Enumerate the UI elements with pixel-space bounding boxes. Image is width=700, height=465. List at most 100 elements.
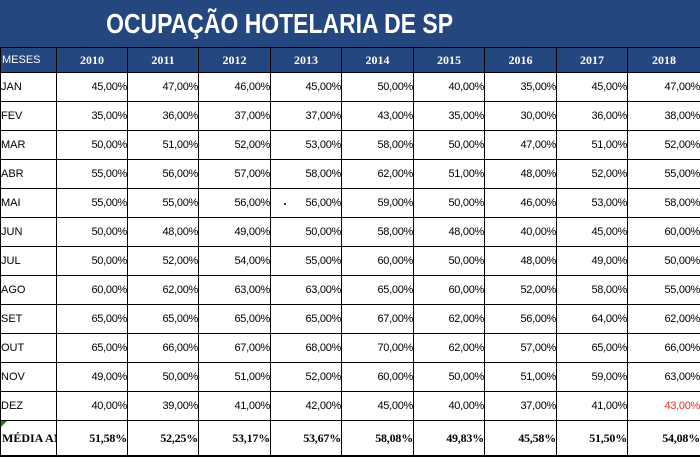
value-cell[interactable]: 62,00% — [627, 304, 700, 334]
value-cell[interactable]: 58,00% — [341, 130, 414, 160]
value-cell[interactable]: 67,00% — [341, 304, 414, 334]
value-cell[interactable]: 45,00% — [270, 72, 342, 102]
value-cell[interactable]: 52,00% — [556, 159, 628, 189]
value-cell[interactable]: 62,00% — [341, 159, 414, 189]
month-cell[interactable]: JUN — [0, 217, 57, 247]
value-cell[interactable]: 52,00% — [484, 275, 557, 305]
value-cell[interactable]: 50,00% — [56, 217, 128, 247]
value-cell[interactable]: 37,00% — [270, 101, 342, 131]
value-cell[interactable]: 65,00% — [127, 304, 199, 334]
value-cell[interactable]: 52,00% — [127, 246, 199, 276]
value-cell[interactable]: 51,00% — [127, 130, 199, 160]
value-cell[interactable]: 55,00% — [627, 275, 700, 305]
value-cell[interactable]: 65,00% — [270, 304, 342, 334]
value-cell[interactable]: 59,00% — [341, 188, 414, 218]
value-cell[interactable]: 52,00% — [198, 130, 271, 160]
value-cell[interactable]: 48,00% — [413, 217, 485, 247]
value-cell[interactable]: 68,00% — [270, 333, 342, 363]
month-cell[interactable]: DEZ — [0, 391, 57, 421]
value-cell[interactable]: 55,00% — [56, 188, 128, 218]
month-cell[interactable]: FEV — [0, 101, 57, 131]
header-year[interactable]: 2017 — [556, 47, 628, 73]
value-cell[interactable]: 43,00% — [627, 391, 700, 421]
value-cell[interactable]: 35,00% — [413, 101, 485, 131]
value-cell[interactable]: 36,00% — [556, 101, 628, 131]
value-cell[interactable]: 65,00% — [341, 275, 414, 305]
value-cell[interactable]: 55,00% — [270, 246, 342, 276]
average-value-cell[interactable]: 53,17% — [198, 420, 271, 457]
value-cell[interactable]: 45,00% — [56, 72, 128, 102]
value-cell[interactable]: 50,00% — [627, 246, 700, 276]
value-cell[interactable]: 52,00% — [270, 362, 342, 392]
value-cell[interactable]: 58,00% — [627, 188, 700, 218]
value-cell[interactable]: 55,00% — [56, 159, 128, 189]
value-cell[interactable]: 41,00% — [198, 391, 271, 421]
header-months[interactable]: MESES — [0, 47, 57, 73]
header-year[interactable]: 2015 — [413, 47, 485, 73]
value-cell[interactable]: 60,00% — [627, 217, 700, 247]
value-cell[interactable]: 36,00% — [127, 101, 199, 131]
month-cell[interactable]: NOV — [0, 362, 57, 392]
value-cell[interactable]: 62,00% — [413, 304, 485, 334]
value-cell[interactable]: 39,00% — [127, 391, 199, 421]
value-cell[interactable]: 40,00% — [413, 72, 485, 102]
value-cell[interactable]: 48,00% — [127, 217, 199, 247]
value-cell[interactable]: 58,00% — [556, 275, 628, 305]
value-cell[interactable]: 60,00% — [413, 275, 485, 305]
value-cell[interactable]: 60,00% — [56, 275, 128, 305]
value-cell[interactable]: 50,00% — [413, 188, 485, 218]
month-cell[interactable]: MAI — [0, 188, 57, 218]
value-cell[interactable]: 43,00% — [341, 101, 414, 131]
value-cell[interactable]: 48,00% — [484, 246, 557, 276]
value-cell[interactable]: 58,00% — [270, 159, 342, 189]
value-cell[interactable]: 49,00% — [556, 246, 628, 276]
value-cell[interactable]: 51,00% — [556, 130, 628, 160]
average-value-cell[interactable]: 54,08% — [627, 420, 700, 457]
value-cell[interactable]: 60,00% — [341, 362, 414, 392]
month-cell[interactable]: MAR — [0, 130, 57, 160]
value-cell[interactable]: 37,00% — [198, 101, 271, 131]
value-cell[interactable]: 40,00% — [413, 391, 485, 421]
value-cell[interactable]: 47,00% — [127, 72, 199, 102]
value-cell[interactable]: 57,00% — [198, 159, 271, 189]
value-cell[interactable]: 50,00% — [341, 72, 414, 102]
header-year[interactable]: 2018 — [627, 47, 700, 73]
value-cell[interactable]: 62,00% — [127, 275, 199, 305]
header-year[interactable]: 2012 — [198, 47, 271, 73]
value-cell[interactable]: 50,00% — [56, 130, 128, 160]
value-cell[interactable]: 50,00% — [127, 362, 199, 392]
value-cell[interactable]: 46,00% — [198, 72, 271, 102]
value-cell[interactable]: 42,00% — [270, 391, 342, 421]
value-cell[interactable]: 62,00% — [413, 333, 485, 363]
header-year[interactable]: 2010 — [56, 47, 128, 73]
average-value-cell[interactable]: 51,58% — [56, 420, 128, 457]
value-cell[interactable]: 40,00% — [484, 217, 557, 247]
value-cell[interactable]: 54,00% — [198, 246, 271, 276]
month-cell[interactable]: ABR — [0, 159, 57, 189]
value-cell[interactable]: 56,00% — [127, 159, 199, 189]
value-cell[interactable]: 48,00% — [484, 159, 557, 189]
value-cell[interactable]: 45,00% — [556, 72, 628, 102]
value-cell[interactable]: 51,00% — [484, 362, 557, 392]
value-cell[interactable]: 56,00% — [484, 304, 557, 334]
month-cell[interactable]: JUL — [0, 246, 57, 276]
value-cell[interactable]: 40,00% — [56, 391, 128, 421]
value-cell[interactable]: 55,00% — [127, 188, 199, 218]
value-cell[interactable]: 64,00% — [556, 304, 628, 334]
value-cell[interactable]: 53,00% — [556, 188, 628, 218]
average-value-cell[interactable]: 52,25% — [127, 420, 199, 457]
header-year[interactable]: 2013 — [270, 47, 342, 73]
value-cell[interactable]: 41,00% — [556, 391, 628, 421]
value-cell[interactable]: 56,00% — [198, 188, 271, 218]
value-cell[interactable]: 50,00% — [270, 217, 342, 247]
value-cell[interactable]: 66,00% — [627, 333, 700, 363]
value-cell[interactable]: 30,00% — [484, 101, 557, 131]
header-year[interactable]: 2011 — [127, 47, 199, 73]
value-cell[interactable]: 66,00% — [127, 333, 199, 363]
header-year[interactable]: 2014 — [341, 47, 414, 73]
value-cell[interactable]: 37,00% — [484, 391, 557, 421]
value-cell[interactable]: 50,00% — [413, 130, 485, 160]
value-cell[interactable]: 63,00% — [627, 362, 700, 392]
value-cell[interactable]: 65,00% — [56, 333, 128, 363]
value-cell[interactable]: 47,00% — [627, 72, 700, 102]
